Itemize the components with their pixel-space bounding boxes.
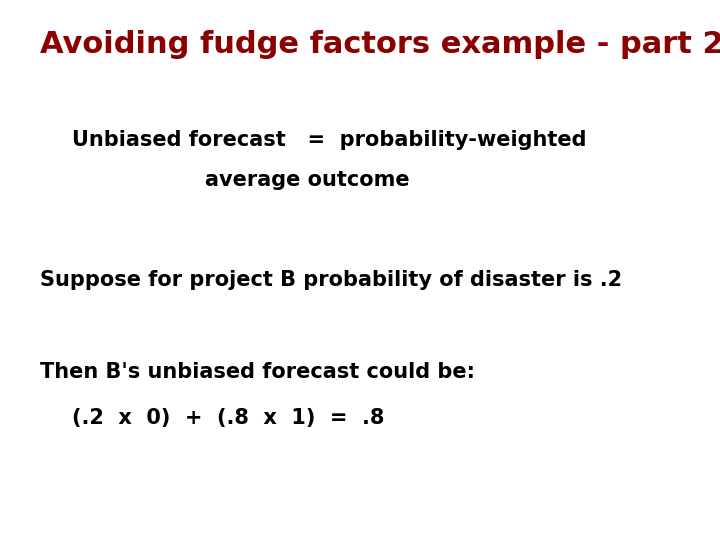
- Text: (.2  x  0)  +  (.8  x  1)  =  .8: (.2 x 0) + (.8 x 1) = .8: [72, 408, 384, 428]
- Text: Unbiased forecast   =  probability-weighted: Unbiased forecast = probability-weighted: [72, 130, 587, 150]
- Text: Avoiding fudge factors example - part 2: Avoiding fudge factors example - part 2: [40, 30, 720, 59]
- Text: Then B's unbiased forecast could be:: Then B's unbiased forecast could be:: [40, 362, 474, 382]
- Text: Suppose for project B probability of disaster is .2: Suppose for project B probability of dis…: [40, 270, 622, 290]
- Text: average outcome: average outcome: [205, 170, 410, 190]
